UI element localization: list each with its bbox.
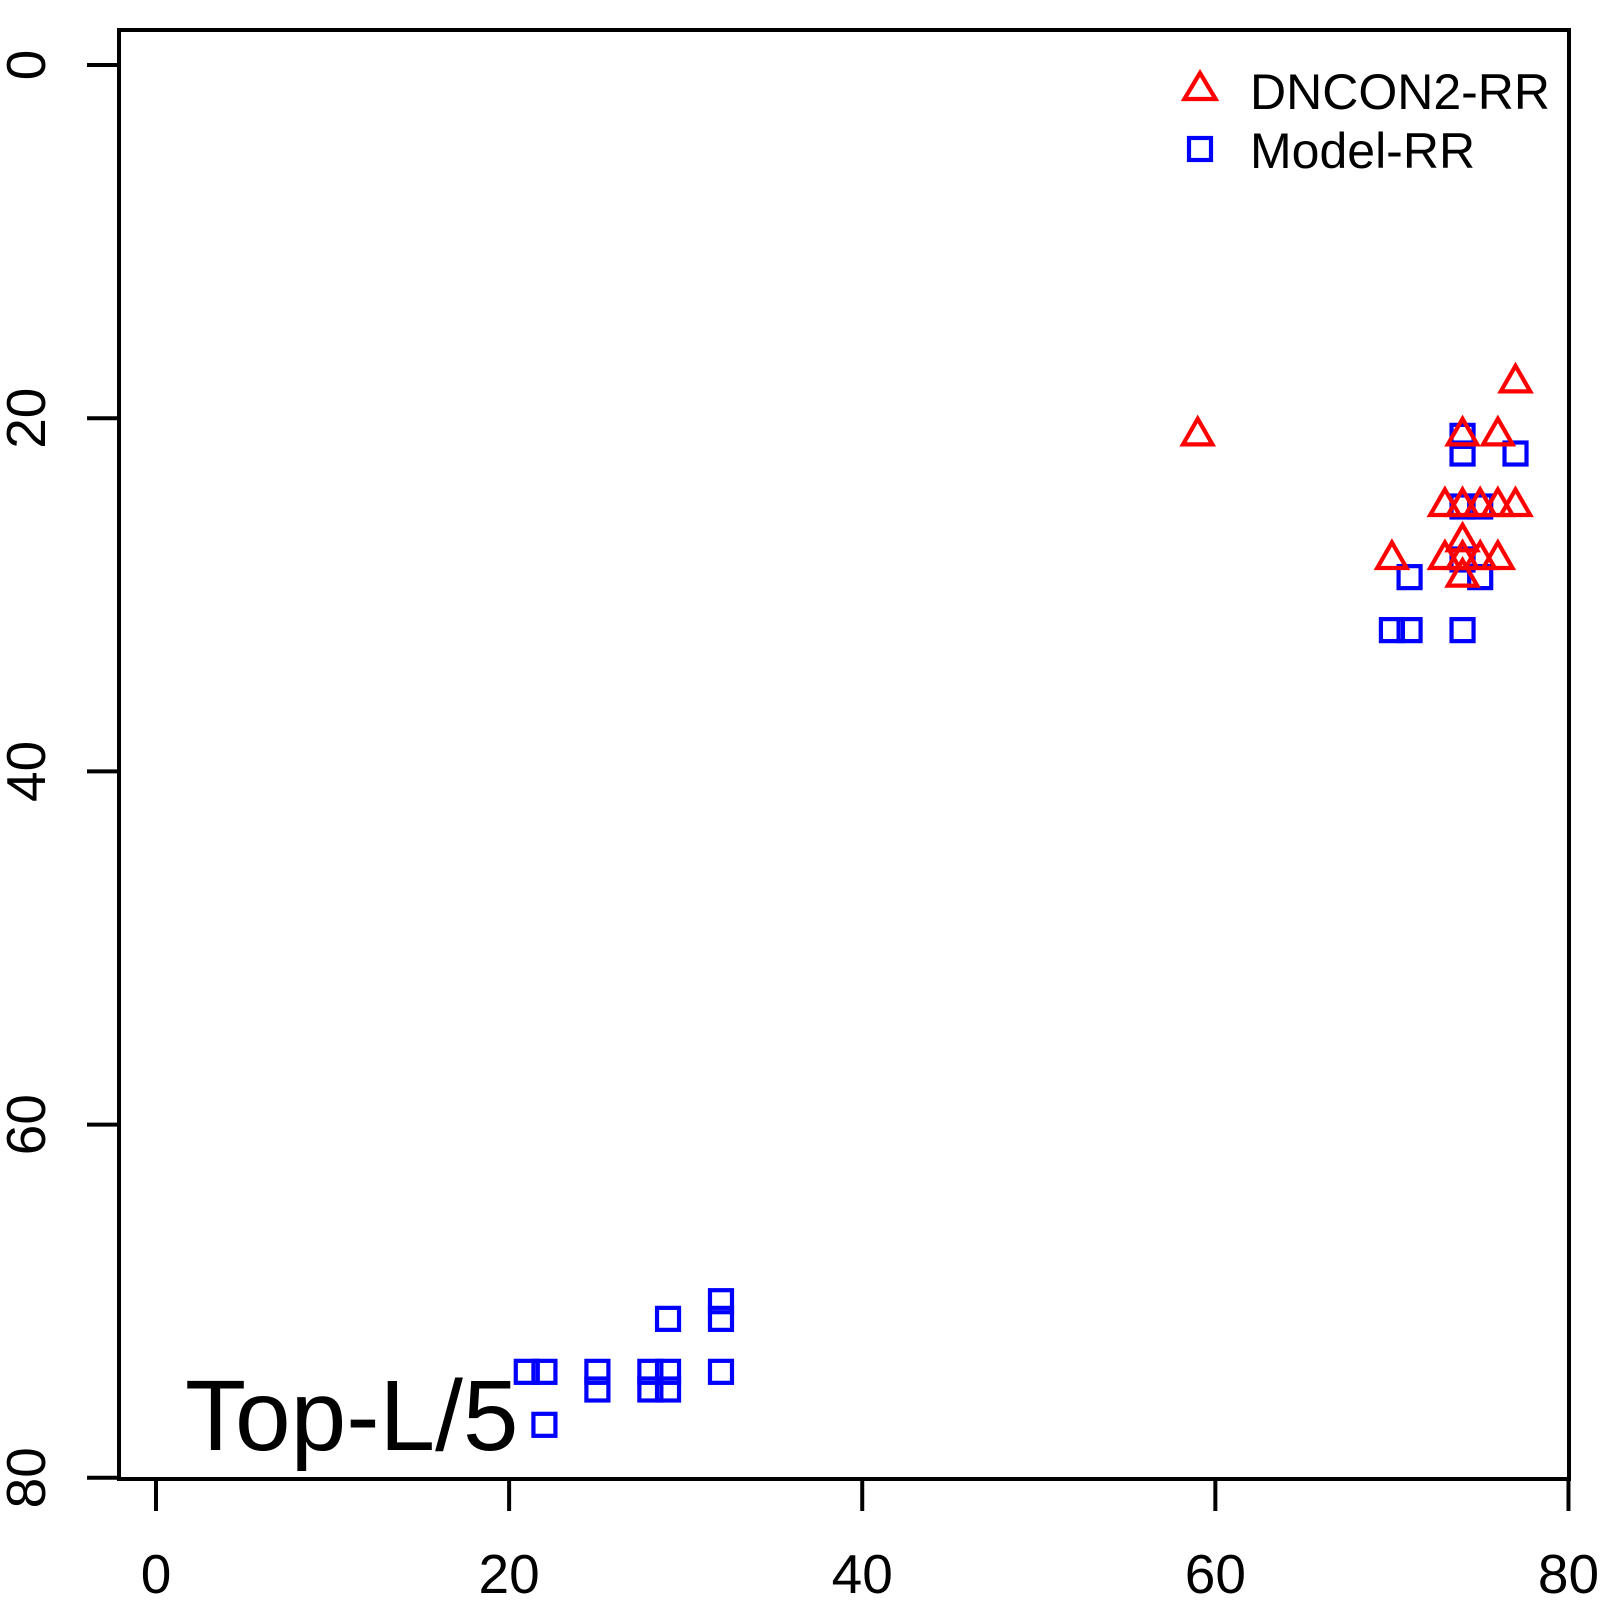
data-point-triangle xyxy=(1444,485,1481,518)
data-point-square xyxy=(584,1376,611,1403)
y-axis: 0 20 40 60 80 xyxy=(0,50,119,1508)
data-point-triangle xyxy=(1444,538,1481,571)
y-axis-tick-label: 0 xyxy=(0,50,57,81)
data-point-triangle xyxy=(1461,538,1499,571)
data-point-triangle xyxy=(1444,555,1481,588)
data-point-square xyxy=(707,1288,735,1315)
data-point-triangle xyxy=(1444,520,1481,553)
data-point-triangle xyxy=(1373,538,1411,571)
x-axis-tick-label: 0 xyxy=(141,1543,172,1600)
y-axis-tick-label: 60 xyxy=(0,1094,57,1155)
data-point-square xyxy=(1449,617,1476,644)
data-point-square xyxy=(707,1305,735,1332)
legend-triangle-icon xyxy=(1180,68,1220,102)
data-point-square xyxy=(584,1358,611,1385)
y-axis-tick-label: 20 xyxy=(0,388,57,449)
x-axis-tick-label: 80 xyxy=(1538,1543,1599,1600)
data-point-square xyxy=(637,1358,664,1385)
y-axis-tick-label: 40 xyxy=(0,741,57,802)
plot-border xyxy=(117,28,1571,1481)
data-point-square xyxy=(654,1305,682,1332)
x-axis-tick-label: 20 xyxy=(479,1543,540,1600)
data-point-square xyxy=(513,1358,540,1385)
data-point-square xyxy=(531,1358,558,1385)
legend-label-model-rr: Model-RR xyxy=(1250,123,1475,179)
data-point-triangle xyxy=(1426,538,1464,571)
data-point-square xyxy=(1396,564,1423,591)
data-point-triangle xyxy=(1461,485,1499,518)
legend-label-dncon2-rr: DNCON2-RR xyxy=(1250,64,1550,120)
data-point-triangle xyxy=(1479,414,1517,447)
y-axis-tick-label: 80 xyxy=(0,1447,57,1508)
data-point-triangle xyxy=(1497,485,1534,518)
data-point-square xyxy=(1378,617,1406,644)
x-axis: 0 20 40 60 80 xyxy=(141,1479,1599,1600)
data-point-square xyxy=(654,1358,682,1385)
data-point-triangle xyxy=(1497,361,1534,394)
annotation-top-l5: Top-L/5 xyxy=(185,1360,519,1472)
data-point-square xyxy=(707,1358,735,1385)
data-point-square xyxy=(637,1376,664,1403)
data-point-triangle xyxy=(1479,538,1517,571)
legend-square-icon xyxy=(1186,135,1214,163)
data-point-triangle xyxy=(1479,485,1517,518)
data-point-square xyxy=(1502,440,1529,467)
data-point-square xyxy=(531,1411,558,1438)
series-model-rr xyxy=(513,422,1529,1438)
legend: DNCON2-RR Model-RR xyxy=(1180,64,1550,179)
x-axis-tick-label: 60 xyxy=(1185,1543,1246,1600)
data-point-triangle xyxy=(1444,414,1481,447)
x-axis-tick-label: 40 xyxy=(832,1543,893,1600)
data-point-triangle xyxy=(1179,414,1217,447)
data-point-square xyxy=(1396,617,1423,644)
data-point-square xyxy=(654,1376,682,1403)
data-point-triangle xyxy=(1426,485,1464,518)
series-dncon2-rr xyxy=(1179,361,1534,588)
